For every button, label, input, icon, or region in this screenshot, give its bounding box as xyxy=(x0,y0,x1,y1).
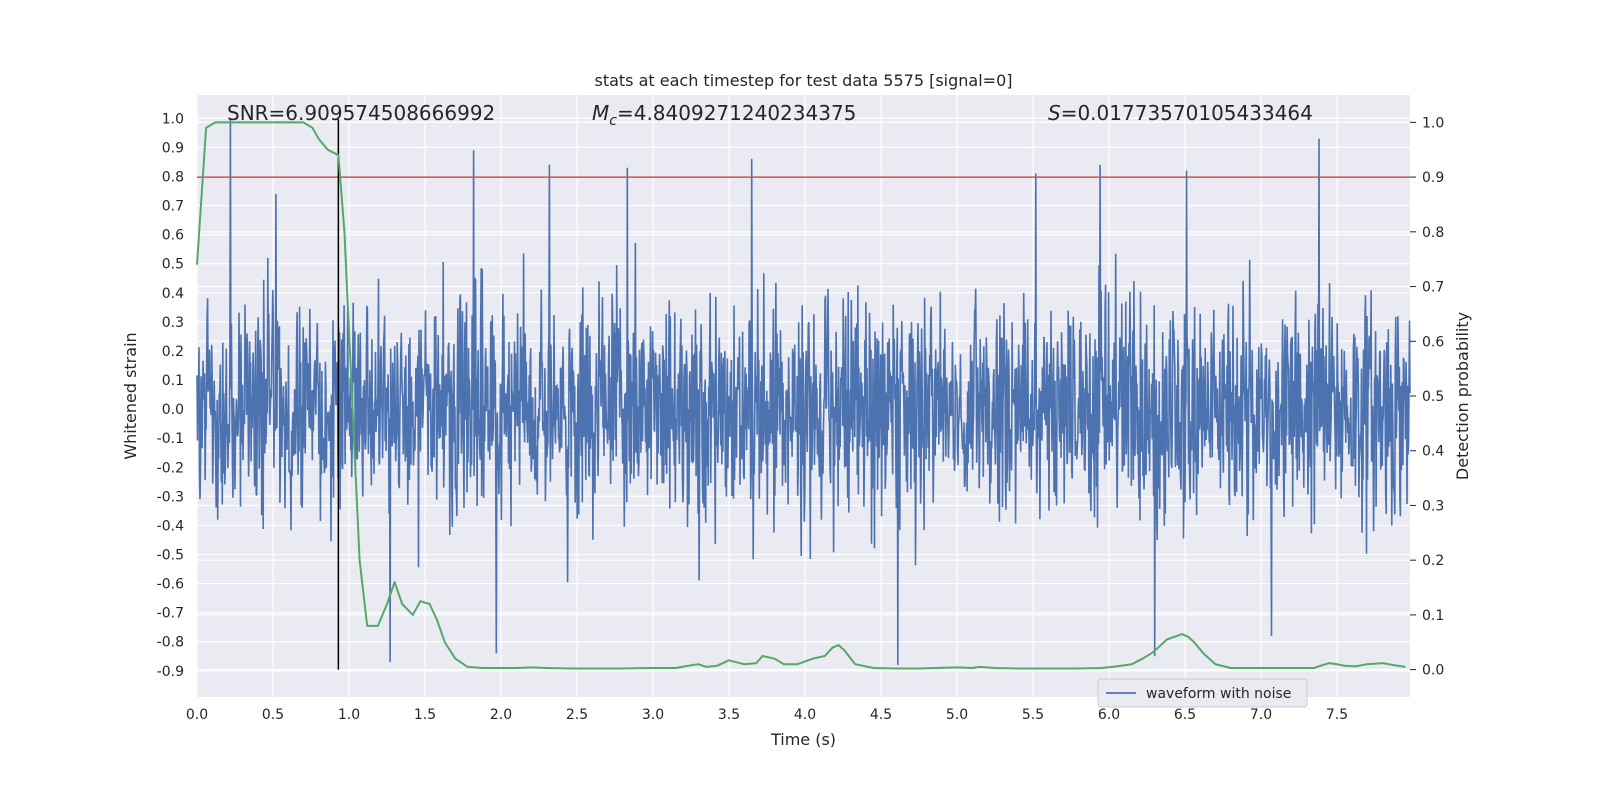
y-left-tick-label: -0.8 xyxy=(157,635,184,651)
chart-title: stats at each timestep for test data 557… xyxy=(594,71,1012,90)
x-tick-label: 3.0 xyxy=(642,707,664,723)
y-right-tick-label: 0.7 xyxy=(1422,280,1444,296)
y-right-tick-label: 0.5 xyxy=(1422,389,1444,405)
detection-probability-line xyxy=(196,121,1406,670)
x-tick-label: 0.0 xyxy=(186,707,208,723)
y-left-tick-label: 0.1 xyxy=(162,373,184,389)
y-left-tick-label: 0.8 xyxy=(162,169,184,185)
x-tick-label: 7.0 xyxy=(1250,707,1272,723)
y-left-tick-label: -0.3 xyxy=(157,489,184,505)
y-right-tick-label: 1.0 xyxy=(1422,115,1444,131)
y-left-tick-label: -0.6 xyxy=(157,577,184,593)
y-right-tick-label: 0.6 xyxy=(1422,334,1444,350)
s-value: =0.01773570105433464 xyxy=(1061,101,1313,125)
y-right-tick-label: 0.0 xyxy=(1422,663,1444,679)
y-left-tick-label: -0.1 xyxy=(157,431,184,447)
legend: waveform with noise xyxy=(1097,678,1308,708)
x-tick-label: 5.0 xyxy=(946,707,968,723)
y-left-tick-label: -0.7 xyxy=(157,606,184,622)
y-left-tick-label: 0.5 xyxy=(162,257,184,273)
y-left-tick-label: 0.2 xyxy=(162,344,184,360)
y-right-tick-label: 0.8 xyxy=(1422,225,1444,241)
tick-labels: 0.0 0.5 1.0 1.5 2.0 2.5 3.0 3.5 4.0 4.5 5.0 5.5 6.0 6… xyxy=(157,111,1445,723)
x-axis-label: Time (s) xyxy=(770,730,836,749)
x-tick-label: 6.0 xyxy=(1098,707,1120,723)
mc-value: =4.8409271240234375 xyxy=(617,101,856,125)
y-right-tick-label: 0.4 xyxy=(1422,444,1444,460)
y-left-tick-label: 0.0 xyxy=(162,402,184,418)
waveform-series xyxy=(196,118,1411,666)
y-left-tick-label: 0.7 xyxy=(162,199,184,215)
y-axis-label-right: Detection probability xyxy=(1453,312,1472,480)
y-left-tick-label: -0.2 xyxy=(157,460,184,476)
legend-label-waveform: waveform with noise xyxy=(1146,686,1291,702)
y-left-tick-label: 0.6 xyxy=(162,228,184,244)
x-tick-label: 7.5 xyxy=(1326,707,1348,723)
y-left-tick-label: -0.5 xyxy=(157,547,184,563)
y-left-tick-label: -0.9 xyxy=(157,664,184,680)
y-left-tick-label: 1.0 xyxy=(162,111,184,127)
y-right-tick-label: 0.9 xyxy=(1422,170,1444,186)
x-tick-label: 6.5 xyxy=(1174,707,1196,723)
x-tick-label: 2.5 xyxy=(566,707,588,723)
legend-box xyxy=(1097,678,1308,708)
x-tick-label: 4.0 xyxy=(794,707,816,723)
x-tick-label: 0.5 xyxy=(262,707,284,723)
y-left-tick-label: 0.4 xyxy=(162,286,184,302)
mc-symbol: M xyxy=(592,101,609,125)
x-tick-label: 1.5 xyxy=(414,707,436,723)
waveform-line xyxy=(196,118,1411,666)
mc-subscript: c xyxy=(609,113,617,129)
y-right-tick-label: 0.3 xyxy=(1422,498,1444,514)
x-tick-label: 2.0 xyxy=(490,707,512,723)
s-annotation: S=0.01773570105433464 xyxy=(1048,101,1313,125)
y-left-tick-label: 0.3 xyxy=(162,315,184,331)
y-left-tick-label: 0.9 xyxy=(162,140,184,156)
x-tick-label: 5.5 xyxy=(1022,707,1044,723)
x-tick-label: 4.5 xyxy=(870,707,892,723)
y-left-tick-label: -0.4 xyxy=(157,518,184,534)
y-right-tick-label: 0.1 xyxy=(1422,608,1444,624)
s-symbol: S xyxy=(1048,101,1061,125)
chirp-mass-annotation: Mc=4.8409271240234375 xyxy=(592,101,856,129)
y-axis-label-left: Whitened strain xyxy=(121,332,140,459)
x-tick-label: 1.0 xyxy=(338,707,360,723)
snr-annotation: SNR=6.909574508666992 xyxy=(227,101,495,125)
y-right-tick-label: 0.2 xyxy=(1422,553,1444,569)
overlay-layer xyxy=(196,119,1410,670)
x-tick-label: 3.5 xyxy=(718,707,740,723)
